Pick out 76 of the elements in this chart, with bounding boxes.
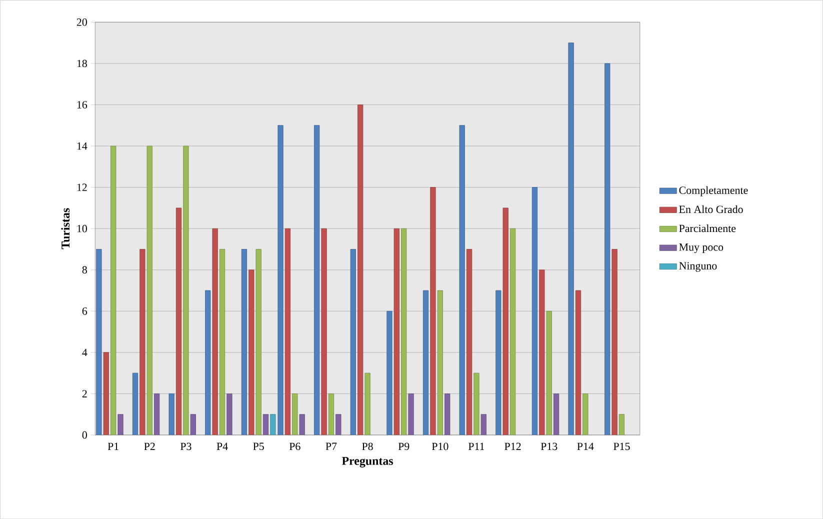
- bar: [350, 248, 356, 435]
- x-tick-label: P2: [144, 442, 155, 450]
- bar: [226, 393, 232, 435]
- bar: [422, 290, 429, 435]
- bar: [553, 393, 560, 435]
- y-tick-label: 0: [82, 431, 87, 439]
- x-tick-label: P11: [468, 442, 484, 450]
- bar: [604, 63, 610, 435]
- bar: [532, 187, 538, 435]
- x-tick-label: P1: [108, 442, 118, 450]
- bar: [480, 414, 486, 435]
- legend-label: En Alto Grado: [679, 205, 743, 213]
- bar: [262, 414, 269, 435]
- y-tick-label: 12: [77, 184, 87, 191]
- y-axis-title: Turistas: [61, 208, 70, 250]
- bar: [118, 414, 124, 435]
- bar: [299, 414, 305, 435]
- bar: [408, 393, 414, 435]
- bar: [103, 352, 109, 435]
- y-tick-label: 10: [77, 224, 87, 232]
- bar: [444, 393, 450, 435]
- bar: [568, 42, 574, 435]
- bar: [248, 270, 254, 435]
- bar: [154, 393, 160, 435]
- legend-label: Muy poco: [679, 243, 724, 253]
- x-tick-label: P8: [362, 442, 373, 450]
- bar: [612, 248, 618, 435]
- x-tick-label: P6: [289, 442, 300, 450]
- bar: [205, 290, 211, 435]
- x-tick-label: P14: [577, 442, 594, 450]
- bar: [539, 270, 545, 435]
- y-tick-label: 8: [82, 266, 87, 274]
- legend-label: Completamente: [679, 186, 748, 196]
- bar: [321, 228, 327, 435]
- bar: [314, 125, 320, 435]
- bar: [336, 414, 342, 435]
- bar: [284, 228, 290, 435]
- bar: [241, 248, 247, 435]
- bar: [496, 290, 502, 435]
- y-tick-label: 4: [82, 348, 88, 356]
- bar: [502, 208, 508, 435]
- bar: [459, 125, 465, 435]
- bar: [386, 310, 392, 435]
- y-tick-label: 6: [82, 307, 88, 315]
- legend-label: Ninguno: [679, 262, 717, 272]
- bar: [132, 372, 138, 435]
- x-tick-label: P12: [504, 442, 521, 450]
- bar: [270, 414, 276, 435]
- y-tick-label: 14: [77, 142, 88, 150]
- bar: [364, 372, 370, 435]
- bar: [140, 248, 146, 435]
- y-tick-label: 20: [76, 18, 87, 26]
- x-tick-label: P4: [216, 442, 228, 450]
- legend-label: Parcialmente: [679, 224, 736, 232]
- x-tick-label: P10: [432, 442, 448, 450]
- bar: [394, 228, 400, 435]
- x-tick-label: P15: [614, 442, 630, 450]
- bar: [358, 104, 364, 435]
- bar: [466, 248, 472, 435]
- x-tick-label: P3: [180, 442, 192, 450]
- bar: [278, 125, 284, 435]
- bar: [176, 208, 182, 435]
- bar: [168, 393, 174, 435]
- bar: [430, 187, 436, 435]
- bar: [575, 290, 582, 435]
- bar: [190, 414, 196, 435]
- y-tick-label: 18: [77, 60, 87, 68]
- bar: [212, 228, 218, 435]
- x-tick-label: P5: [253, 442, 264, 450]
- x-axis-title: Preguntas: [342, 456, 394, 468]
- bar: [96, 248, 102, 435]
- y-tick-label: 16: [77, 101, 88, 108]
- y-tick-label: 2: [82, 390, 87, 398]
- x-tick-label: P7: [326, 442, 337, 450]
- x-tick-label: P9: [398, 442, 410, 450]
- x-tick-label: P13: [540, 442, 558, 450]
